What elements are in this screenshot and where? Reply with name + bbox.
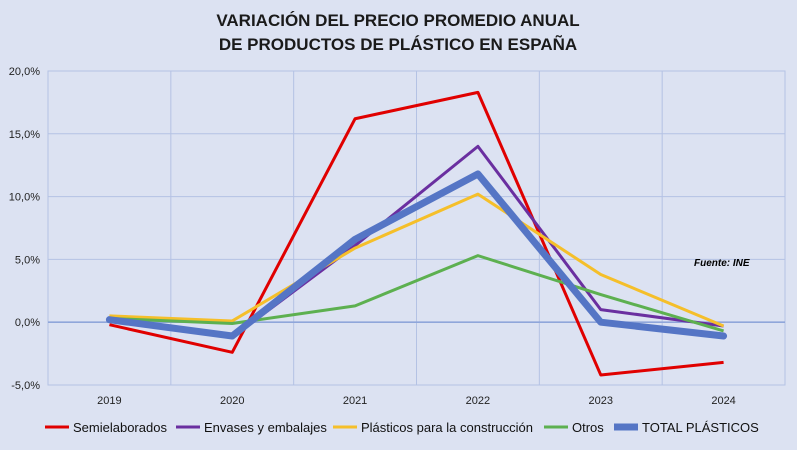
x-tick-label: 2019 [97, 395, 121, 407]
x-tick-label: 2021 [343, 395, 367, 407]
source-annotation: Fuente: INE [694, 258, 750, 269]
series-line-otros [109, 254, 725, 333]
series-line-pl-sticos-para-la-construcci-n [109, 192, 725, 328]
y-tick-label: 15,0% [9, 129, 40, 141]
x-tick-label: 2020 [220, 395, 244, 407]
y-tick-label: 0,0% [15, 317, 40, 329]
series-line-total-pl-sticos [105, 170, 728, 340]
legend-label: TOTAL PLÁSTICOS [642, 420, 759, 435]
x-tick-label: 2023 [589, 395, 613, 407]
legend-label: Plásticos para la construcción [361, 420, 533, 435]
legend-label: Envases y embalajes [204, 420, 327, 435]
grid [47, 70, 786, 386]
chart-title-line-2: DE PRODUCTOS DE PLÁSTICO EN ESPAÑA [219, 34, 577, 54]
x-tick-label: 2024 [711, 395, 735, 407]
series-line-semielaborados [109, 90, 724, 377]
x-tick-label: 2022 [466, 395, 490, 407]
legend: Semielaborados Envases y embalajes Plástic… [45, 420, 759, 435]
y-tick-label: 20,0% [9, 66, 40, 78]
legend-label: Semielaborados [73, 420, 167, 435]
y-axis: -5,0% 0,0% 5,0% 10,0% 15,0% 20,0% [9, 66, 40, 392]
y-tick-label: -5,0% [11, 380, 40, 392]
series-lines [105, 90, 728, 377]
y-tick-label: 10,0% [9, 192, 40, 204]
legend-label: Otros [572, 420, 604, 435]
chart-title-line-1: VARIACIÓN DEL PRECIO PROMEDIO ANUAL [216, 11, 579, 30]
x-axis: 2019 2020 2021 2022 2023 2024 [97, 395, 736, 407]
y-tick-label: 5,0% [15, 254, 40, 266]
